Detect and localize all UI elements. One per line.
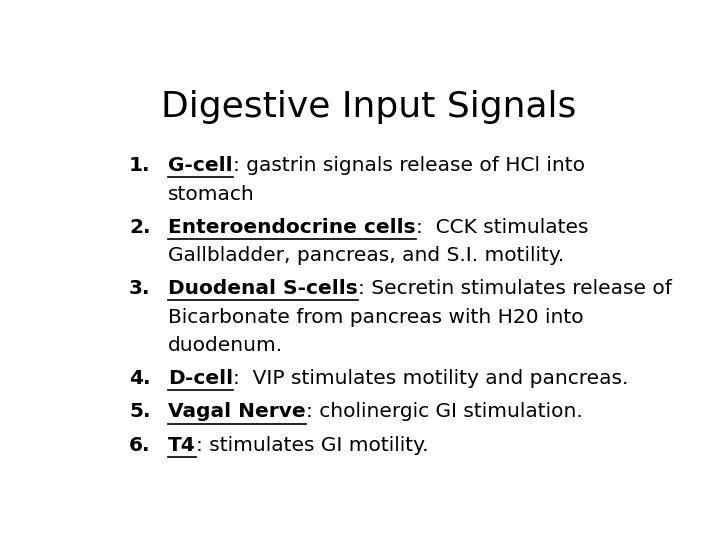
Text: 3.: 3. [129, 279, 150, 299]
Text: duodenum.: duodenum. [168, 336, 283, 355]
Text: Bicarbonate from pancreas with H20 into: Bicarbonate from pancreas with H20 into [168, 308, 584, 327]
Text: Enteroendocrine cells: Enteroendocrine cells [168, 218, 415, 237]
Text: 5.: 5. [129, 402, 150, 421]
Text: G-cell: G-cell [168, 156, 233, 176]
Text: D-cell: D-cell [168, 369, 233, 388]
Text: Duodenal S-cells: Duodenal S-cells [168, 279, 358, 299]
Text: Vagal Nerve: Vagal Nerve [168, 402, 306, 421]
Text: : stimulates GI motility.: : stimulates GI motility. [196, 436, 428, 455]
Text: :  CCK stimulates: : CCK stimulates [415, 218, 588, 237]
Text: 4.: 4. [129, 369, 150, 388]
Text: T4: T4 [168, 436, 196, 455]
Text: stomach: stomach [168, 185, 255, 204]
Text: 6.: 6. [129, 436, 150, 455]
Text: 2.: 2. [129, 218, 150, 237]
Text: Digestive Input Signals: Digestive Input Signals [161, 90, 577, 124]
Text: :  VIP stimulates motility and pancreas.: : VIP stimulates motility and pancreas. [233, 369, 629, 388]
Text: : Secretin stimulates release of: : Secretin stimulates release of [358, 279, 672, 299]
Text: 1.: 1. [129, 156, 150, 176]
Text: : gastrin signals release of HCl into: : gastrin signals release of HCl into [233, 156, 585, 176]
Text: : cholinergic GI stimulation.: : cholinergic GI stimulation. [306, 402, 582, 421]
Text: Gallbladder, pancreas, and S.I. motility.: Gallbladder, pancreas, and S.I. motility… [168, 246, 564, 265]
